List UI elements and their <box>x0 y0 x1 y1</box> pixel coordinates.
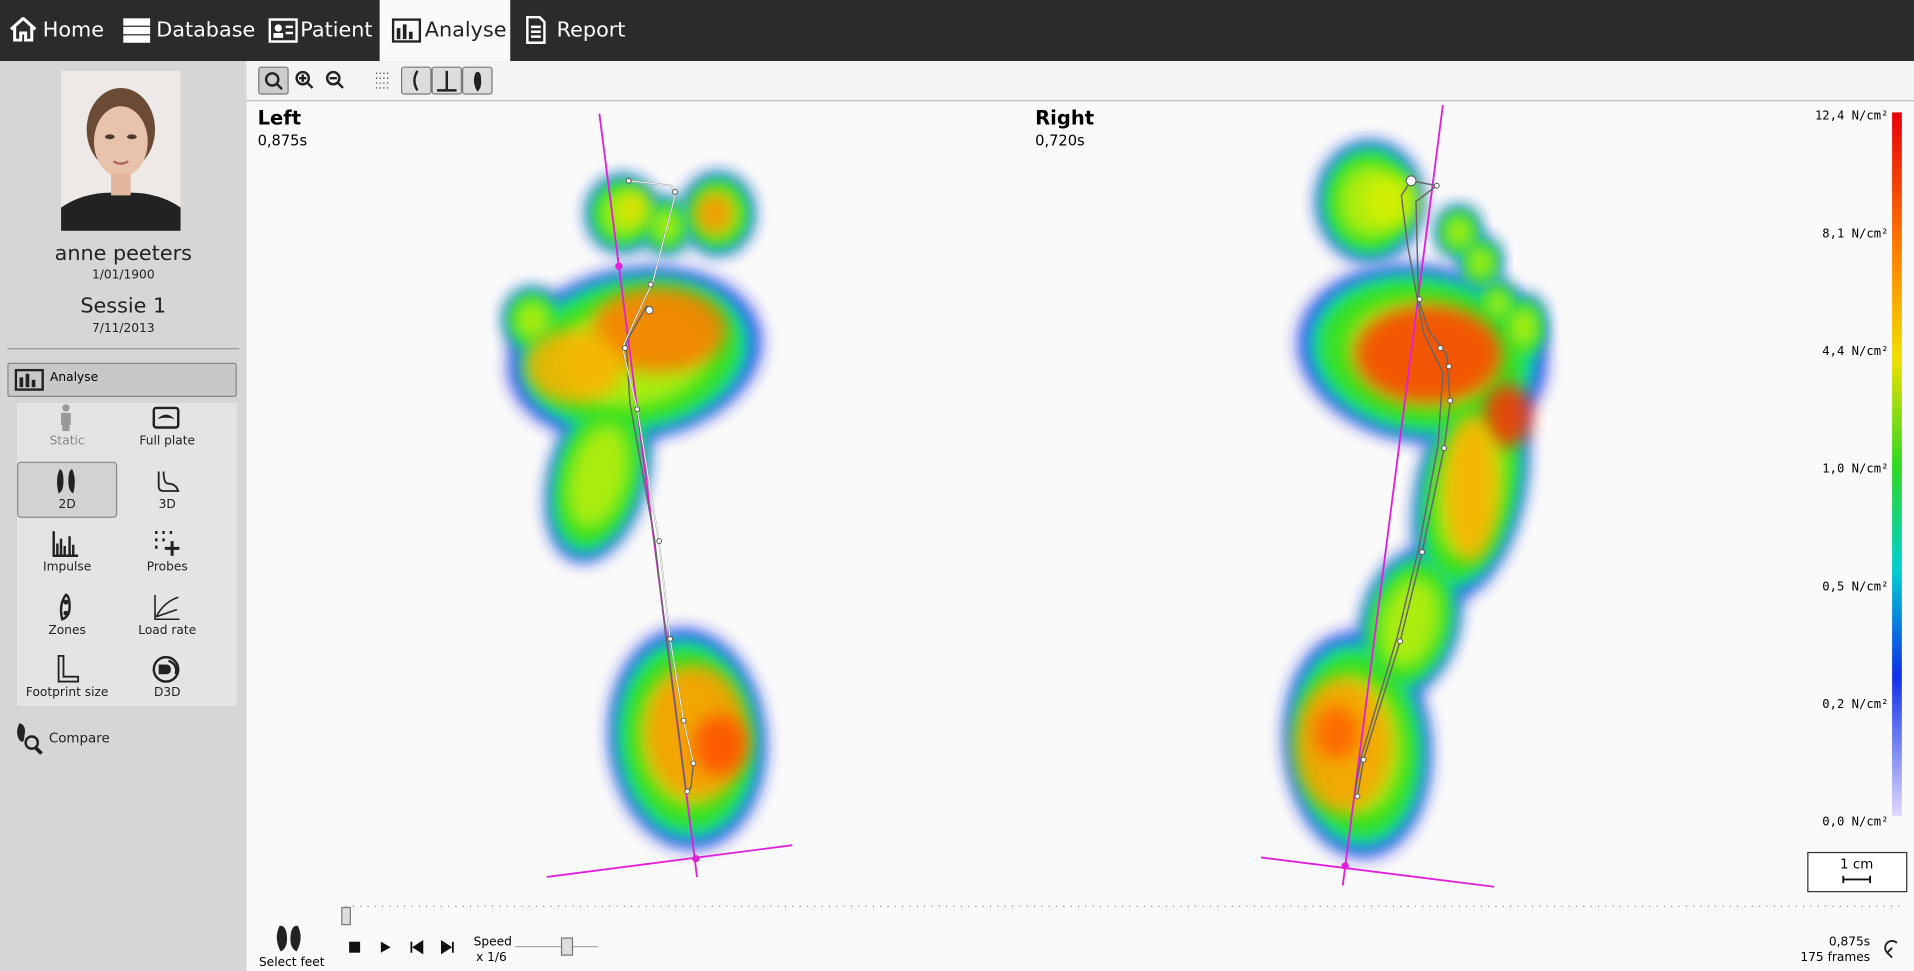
speed-label: Speed <box>474 934 512 948</box>
tool-label: Impulse <box>43 560 92 575</box>
tool-button[interactable]: Probes <box>117 529 217 574</box>
scale-label: 1,0 N/cm² <box>1822 462 1888 476</box>
tab-patient[interactable]: Patient <box>259 0 379 61</box>
tab-label: Report <box>556 18 626 43</box>
tool-button[interactable]: 3D <box>117 466 217 511</box>
session-name: Sessie 1 <box>80 294 167 319</box>
patient-name: anne peeters <box>54 241 192 267</box>
tool-label: Full plate <box>139 434 196 449</box>
left-time: 0,875s <box>258 132 308 149</box>
tool-label: 2D <box>58 497 76 512</box>
patient-photo <box>61 70 181 231</box>
icon <box>152 406 180 429</box>
icon <box>57 654 80 683</box>
divider <box>7 348 240 350</box>
scale-label: 0,2 N/cm² <box>1822 697 1888 711</box>
play-button[interactable] <box>380 941 391 953</box>
frame-count: 175 frames <box>1800 950 1870 964</box>
select-feet-label[interactable]: Select feet <box>259 955 325 969</box>
tool-button[interactable]: D3D <box>117 655 217 700</box>
tab-label: Database <box>156 18 256 43</box>
right-label: Right <box>1035 107 1094 130</box>
icon <box>17 723 43 755</box>
stop-button[interactable] <box>349 941 361 953</box>
icon <box>391 18 422 43</box>
tool-button[interactable]: Static <box>17 403 117 448</box>
tool-label: Footprint size <box>25 686 109 700</box>
session-date: 7/11/2013 <box>91 322 155 336</box>
icon <box>9 17 37 42</box>
tab-analyse[interactable]: Analyse <box>379 0 511 62</box>
icon <box>14 368 44 391</box>
scale-label: 4,4 N/cm² <box>1822 344 1888 358</box>
tab-home[interactable]: Home <box>0 0 110 61</box>
tool-label: 3D <box>158 497 176 512</box>
speed-value: x 1/6 <box>476 950 507 964</box>
sidebar: anne peeters 1/01/1900 Sessie 1 7/11/201… <box>0 61 247 971</box>
icon <box>61 404 71 432</box>
scale-label: 12,4 N/cm² <box>1815 109 1888 123</box>
icon <box>155 531 180 556</box>
tool-button[interactable]: Impulse <box>17 529 117 574</box>
scale-label: 0,0 N/cm² <box>1822 815 1888 829</box>
selected-tool-frame <box>17 461 118 518</box>
analyse-button[interactable]: Analyse <box>7 362 237 397</box>
right-time: 0,720s <box>1035 132 1085 149</box>
tool-label: D3D <box>153 686 181 700</box>
scale-bar-label: 1 cm <box>1840 857 1873 872</box>
toolbar <box>246 61 1914 102</box>
compare-label[interactable]: Compare <box>48 730 110 747</box>
tool-label: Probes <box>146 560 188 575</box>
icon <box>59 592 71 621</box>
tab-label: Patient <box>300 18 373 43</box>
scale-label: 8,1 N/cm² <box>1822 226 1888 240</box>
tool-button[interactable]: 2D <box>17 466 117 511</box>
tool-label: Zones <box>48 623 86 637</box>
tool-button[interactable]: Zones <box>17 592 117 637</box>
icon <box>152 655 180 683</box>
tool-label: Load rate <box>138 623 197 637</box>
next-button[interactable] <box>440 940 454 955</box>
icon <box>123 18 151 43</box>
prev-button[interactable] <box>410 940 424 955</box>
top-nav: Home Database Patient Analyse Report <box>0 0 1914 62</box>
scale-label: 0,5 N/cm² <box>1822 579 1888 593</box>
icon <box>52 531 79 557</box>
tab-database[interactable]: Database <box>112 0 256 61</box>
scale-bar-box <box>1807 851 1908 893</box>
section-label: Analyse <box>50 371 99 385</box>
current-time: 0,875s <box>1829 934 1870 948</box>
icon <box>57 468 75 493</box>
color-scale <box>1892 112 1902 816</box>
speed-slider[interactable] <box>560 937 574 956</box>
tab-label: Home <box>42 18 105 43</box>
toolbar-icons <box>258 66 493 95</box>
tool-button[interactable]: Footprint size <box>17 654 117 700</box>
icon <box>526 15 546 44</box>
icon <box>268 18 298 43</box>
icon <box>157 470 180 492</box>
tool-button[interactable]: Full plate <box>117 403 217 448</box>
tab-report[interactable]: Report <box>515 0 627 61</box>
left-label: Left <box>258 107 301 130</box>
tab-label: Analyse <box>424 18 507 43</box>
time-slider[interactable] <box>341 906 351 926</box>
tool-button[interactable]: Load rate <box>117 592 217 637</box>
tool-label: Static <box>49 434 85 449</box>
icon <box>154 594 180 620</box>
birth-date: 1/01/1900 <box>91 268 155 283</box>
